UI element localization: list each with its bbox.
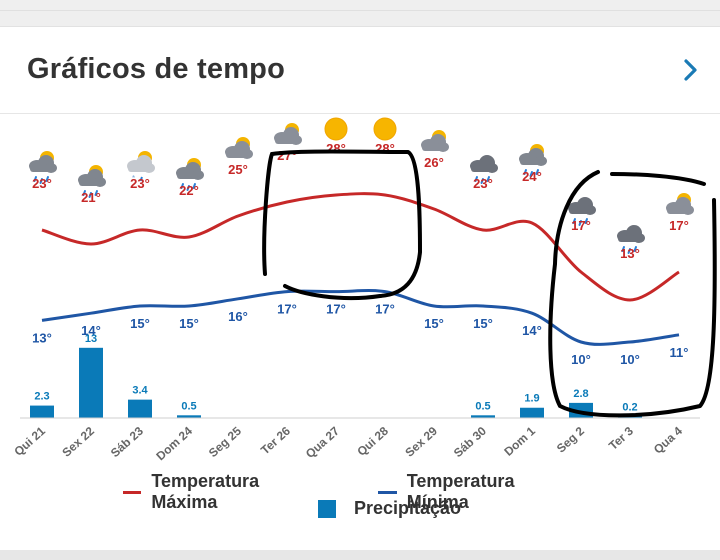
partly-cloudy-rain-icon xyxy=(78,165,106,198)
sun-icon xyxy=(324,117,348,141)
page-bottom-strip xyxy=(0,550,720,560)
partly-cloudy-icon xyxy=(225,137,253,159)
precip-label: 2.8 xyxy=(573,388,588,400)
partly-cloudy-rain-icon xyxy=(519,144,547,177)
max-temp-label: 22° xyxy=(179,183,199,198)
x-tick-label: Qua 27 xyxy=(303,424,342,461)
precip-label: 0.5 xyxy=(181,400,196,412)
cloud-rain-icon xyxy=(568,197,596,226)
min-temp-label: 14° xyxy=(81,323,101,338)
min-temp-label: 10° xyxy=(620,352,640,367)
max-temp-label: 26° xyxy=(424,155,444,170)
precip-label: 0.5 xyxy=(475,400,490,412)
divider xyxy=(0,10,720,11)
card-title: Gráficos de tempo xyxy=(27,53,286,85)
legend-max-swatch xyxy=(123,490,142,494)
max-temp-label: 13° xyxy=(620,246,640,261)
partly-cloudy-icon xyxy=(274,123,302,145)
x-tick-label: Seg 25 xyxy=(206,424,244,461)
x-tick-label: Sex 22 xyxy=(59,424,97,460)
sun-cloud-snow-rain-icon: * xyxy=(127,151,155,183)
max-temp-label: 17° xyxy=(571,218,591,233)
card-header[interactable]: Gráficos de tempo xyxy=(0,27,720,114)
min-temp-label: 17° xyxy=(375,302,395,317)
x-tick-label: Dom 1 xyxy=(501,424,538,459)
annotation-circle-right xyxy=(548,170,717,418)
min-temp-label: 15° xyxy=(473,316,493,331)
partly-cloudy-icon xyxy=(666,193,694,215)
legend-max: Temperatura Máxima xyxy=(123,471,269,513)
legend-precip-label: Precipitação xyxy=(354,498,462,518)
page-top-strip xyxy=(0,0,720,10)
partly-cloudy-rain-icon xyxy=(29,151,57,184)
precip-bar xyxy=(471,415,495,418)
precip-label: 0.2 xyxy=(622,402,637,414)
min-temp-label: 14° xyxy=(522,323,542,338)
max-temp-label: 23° xyxy=(32,176,52,191)
precip-bar xyxy=(128,399,152,418)
precip-label: 1.9 xyxy=(524,393,539,405)
x-tick-label: Qui 21 xyxy=(11,424,48,459)
annotation-circle-left xyxy=(262,149,423,301)
min-temp-label: 10° xyxy=(571,352,591,367)
legend-min-swatch xyxy=(378,490,397,494)
precip-label: 13 xyxy=(85,333,97,345)
legend-min: Temperatura Mínima xyxy=(378,471,524,513)
legend-precip-swatch xyxy=(318,499,336,518)
legend-min-label: Temperatura Mínima xyxy=(406,471,515,512)
x-tick-label: Qui 28 xyxy=(354,424,391,459)
x-tick-label: Seg 2 xyxy=(554,424,587,456)
max-temp-label: 25° xyxy=(228,162,248,177)
max-temp-label: 21° xyxy=(81,190,101,205)
x-tick-label: Qua 4 xyxy=(651,424,685,457)
max-temp-label: 23° xyxy=(130,176,150,191)
min-temp-label: 11° xyxy=(670,345,689,360)
x-tick-label: Sáb 30 xyxy=(451,424,489,461)
x-tick-label: Sáb 23 xyxy=(108,424,146,461)
precip-bar xyxy=(618,416,642,418)
sun-icon xyxy=(373,117,397,141)
weather-chart: * 23°21°23° 22°25°27° 28° 28°26°23° 24°17°13… xyxy=(11,117,717,464)
max-temp-label: 27° xyxy=(277,148,297,163)
x-tick-label: Ter 26 xyxy=(258,424,293,458)
legend-max-label: Temperatura Máxima xyxy=(151,471,260,512)
min-temp-label: 13° xyxy=(32,330,52,345)
max-temp-label: 28° xyxy=(326,141,346,156)
svg-text:*: * xyxy=(132,174,135,183)
x-tick-label: Dom 24 xyxy=(153,424,195,464)
precip-label: 3.4 xyxy=(132,385,148,397)
weather-chart-card: Gráficos de tempo * 23° 21° 23° 22° 25° 27° 28… xyxy=(0,26,720,551)
cloud-rain-icon xyxy=(617,225,645,254)
max-temp-label: 24° xyxy=(522,169,542,184)
max-temp-label: 17° xyxy=(669,218,689,233)
x-tick-label: Ter 3 xyxy=(606,424,636,453)
legend-precip: Precipitação xyxy=(318,498,461,519)
precip-bar xyxy=(177,415,201,418)
min-temp-label: 17° xyxy=(277,302,297,317)
min-temp-label: 15° xyxy=(179,316,199,331)
min-temp-line xyxy=(41,289,680,346)
min-temp-label: 15° xyxy=(130,316,150,331)
x-tick-label: Sex 29 xyxy=(402,424,440,460)
max-temp-label: 23° xyxy=(473,176,493,191)
precip-bar xyxy=(30,405,54,418)
partly-cloudy-icon xyxy=(421,130,449,152)
precip-bar xyxy=(520,407,544,418)
min-temp-label: 16° xyxy=(228,309,248,324)
cloud-rain-icon xyxy=(470,155,498,184)
chevron-right-icon[interactable] xyxy=(678,55,702,85)
min-temp-label: 17° xyxy=(326,302,346,317)
max-temp-line xyxy=(41,192,680,302)
precip-bar xyxy=(79,347,103,418)
precip-label: 2.3 xyxy=(34,391,49,403)
partly-cloudy-rain-icon xyxy=(176,158,204,191)
min-temp-label: 15° xyxy=(424,316,444,331)
